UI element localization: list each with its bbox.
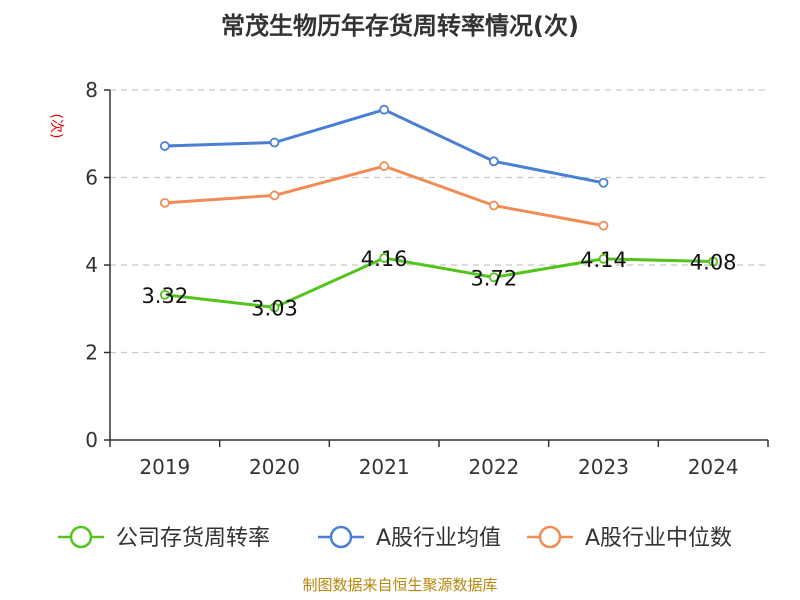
data-point-0-2021 bbox=[379, 253, 390, 263]
data-point-1-2021 bbox=[379, 104, 390, 115]
y-tick-label-4: 4 bbox=[85, 253, 98, 277]
data-label-2019: 3.32 bbox=[141, 284, 188, 308]
data-point-0-2024 bbox=[708, 256, 719, 267]
data-labels: 3.32 3.03 4.16 3.72 4.14 4.08 bbox=[141, 247, 736, 320]
data-point-2-2022 bbox=[488, 200, 499, 211]
y-tick-label-0: 0 bbox=[85, 428, 98, 452]
x-tick-label-2019: 2019 bbox=[139, 455, 190, 479]
data-point-2-2019 bbox=[159, 197, 170, 208]
y-tick-label-8: 8 bbox=[85, 78, 98, 102]
legend-label: A股行业均值 bbox=[376, 526, 501, 551]
data-point-2-2023 bbox=[598, 220, 609, 231]
data-point-0-2019 bbox=[159, 289, 170, 300]
series-line-2 bbox=[164, 164, 604, 228]
legend-swatch-marker bbox=[69, 525, 93, 549]
legend-item-2[interactable]: A股行业中位数 bbox=[527, 525, 732, 551]
legend-swatch-marker bbox=[538, 525, 562, 549]
y-axis-ticks: 0 2 4 6 8 bbox=[85, 78, 110, 452]
y-axis-title: (次) bbox=[48, 114, 64, 139]
data-label-2022: 3.72 bbox=[470, 266, 517, 290]
x-tick-label-2020: 2020 bbox=[249, 455, 300, 479]
legend-label: A股行业中位数 bbox=[585, 526, 732, 551]
data-label-2021: 4.16 bbox=[361, 247, 408, 271]
data-point-1-2022 bbox=[488, 156, 499, 167]
y-tick-label-6: 6 bbox=[85, 166, 98, 190]
data-point-2-2020 bbox=[269, 190, 280, 201]
data-label-2020: 3.03 bbox=[251, 296, 298, 320]
data-point-1-2019 bbox=[159, 141, 170, 151]
x-tick-label-2024: 2024 bbox=[688, 455, 739, 479]
series-line-0 bbox=[164, 256, 714, 309]
data-label-2024: 4.08 bbox=[690, 251, 737, 275]
source-note: 制图数据来自恒生聚源数据库 bbox=[302, 576, 497, 594]
x-axis-ticks: 2019 2020 2021 2022 2023 2024 bbox=[109, 440, 769, 479]
grid-lines bbox=[110, 89, 768, 354]
data-point-2-2021 bbox=[379, 161, 390, 172]
data-point-0-2020 bbox=[269, 302, 280, 313]
x-tick-label-2022: 2022 bbox=[468, 455, 519, 479]
data-point-0-2022 bbox=[488, 272, 499, 283]
x-tick-label-2021: 2021 bbox=[359, 455, 410, 479]
series-group bbox=[159, 104, 719, 313]
x-tick-label-2023: 2023 bbox=[578, 455, 629, 479]
axes bbox=[109, 90, 768, 441]
legend[interactable]: 公司存货周转率 A股行业均值 A股行业中位数 bbox=[58, 525, 732, 551]
data-point-1-2023 bbox=[598, 177, 609, 188]
y-tick-label-2: 2 bbox=[85, 341, 98, 365]
legend-label: 公司存货周转率 bbox=[116, 526, 270, 551]
series-line-1 bbox=[164, 108, 604, 185]
legend-item-0[interactable]: 公司存货周转率 bbox=[58, 525, 270, 551]
data-point-1-2020 bbox=[269, 137, 280, 148]
legend-swatch-marker bbox=[329, 525, 353, 549]
data-label-2023: 4.14 bbox=[580, 248, 627, 272]
legend-item-1[interactable]: A股行业均值 bbox=[318, 525, 501, 551]
chart-title: 常茂生物历年存货周转率情况(次) bbox=[221, 12, 579, 40]
data-point-0-2023 bbox=[598, 253, 609, 264]
